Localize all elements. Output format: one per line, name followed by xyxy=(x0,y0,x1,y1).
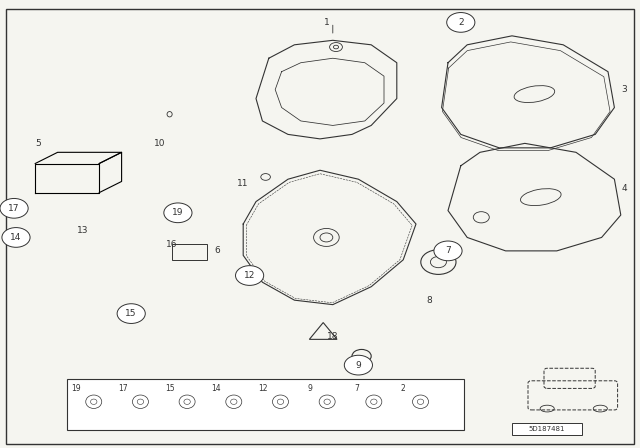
Circle shape xyxy=(447,13,475,32)
Text: 2: 2 xyxy=(401,384,406,393)
Text: 17: 17 xyxy=(8,204,20,213)
Text: 16: 16 xyxy=(166,240,177,249)
Circle shape xyxy=(344,355,372,375)
Text: 12: 12 xyxy=(259,384,268,393)
Text: 10: 10 xyxy=(154,139,166,148)
Text: 1: 1 xyxy=(324,18,329,27)
Text: 9: 9 xyxy=(356,361,361,370)
Circle shape xyxy=(434,241,462,261)
Text: 18: 18 xyxy=(327,332,339,340)
Text: 15: 15 xyxy=(165,384,175,393)
Text: 12: 12 xyxy=(244,271,255,280)
Text: 14: 14 xyxy=(212,384,221,393)
Text: 13: 13 xyxy=(77,226,89,235)
Text: 19: 19 xyxy=(72,384,81,393)
Circle shape xyxy=(236,266,264,285)
Bar xyxy=(512,423,582,435)
Text: 7: 7 xyxy=(445,246,451,255)
Text: 19: 19 xyxy=(172,208,184,217)
Text: 5D187481: 5D187481 xyxy=(529,426,566,432)
Circle shape xyxy=(2,228,30,247)
Circle shape xyxy=(0,198,28,218)
Text: 2: 2 xyxy=(458,18,463,27)
Bar xyxy=(172,244,207,260)
Circle shape xyxy=(164,203,192,223)
Text: 9: 9 xyxy=(307,384,312,393)
Text: 3: 3 xyxy=(621,85,627,94)
Text: 4: 4 xyxy=(621,184,627,193)
Text: 17: 17 xyxy=(118,384,128,393)
Text: 8: 8 xyxy=(426,296,431,305)
Bar xyxy=(67,379,464,430)
Text: 15: 15 xyxy=(125,309,137,318)
Text: 14: 14 xyxy=(10,233,22,242)
Text: 7: 7 xyxy=(354,384,359,393)
Text: 5: 5 xyxy=(36,139,41,148)
Circle shape xyxy=(117,304,145,323)
Text: 6: 6 xyxy=(215,246,220,255)
Text: 11: 11 xyxy=(237,179,249,188)
